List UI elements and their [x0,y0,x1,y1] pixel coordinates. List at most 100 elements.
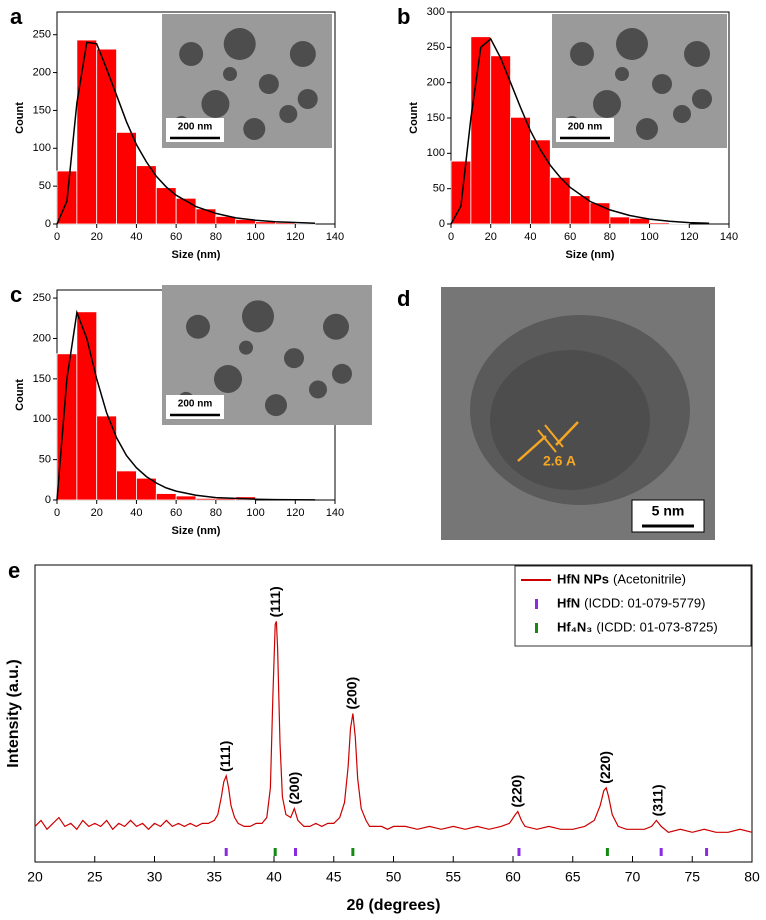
y-tick-label: 50 [39,454,51,466]
particle [179,42,204,66]
y-tick-label: 250 [33,292,51,304]
y-tick-label: 150 [427,112,445,124]
y-tick-label: 200 [427,77,445,89]
particle [239,340,253,355]
peak-label: (220) [508,775,524,808]
x-axis-label: Size (nm) [566,249,615,261]
fit-curve [56,309,316,501]
bar [175,495,197,501]
x-tick-label: 80 [210,231,222,243]
particle [616,28,648,60]
x-tick-label: 20 [27,869,43,885]
legend-box [514,565,752,647]
bar [136,477,157,501]
y-tick-label: 150 [33,104,51,116]
x-tick-label: 40 [130,507,142,519]
y-tick-label: 200 [33,66,51,78]
x-tick-label: 65 [565,869,581,885]
bar [116,470,137,501]
x-tick-label: 60 [170,231,182,243]
bar [96,48,117,225]
x-tick-label: 140 [326,507,344,519]
legend-label: HfN [557,595,580,610]
y-tick-label: 250 [427,41,445,53]
bar [155,493,177,501]
x-tick-label: 70 [625,869,641,885]
particle [201,90,230,118]
x-tick-label: 40 [130,231,142,243]
y-tick-label: 50 [433,183,445,195]
x-tick-label: 140 [720,231,738,243]
panel-letter: b [397,4,410,29]
lattice-label: 2.6 A [543,453,576,469]
x-tick-label: 0 [54,507,60,519]
particle [673,105,691,123]
x-tick-label: 120 [286,231,304,243]
x-tick-label: 60 [564,231,576,243]
peak-label: (200) [344,677,360,710]
x-tick-label: 100 [640,231,658,243]
particle [636,118,658,140]
legend-detail: (Acetonitrile) [613,571,686,586]
x-tick-label: 40 [524,231,536,243]
bar [116,131,137,225]
reference-tick [605,848,609,856]
bar [450,160,472,225]
bar [530,139,551,225]
y-tick-label: 250 [33,29,51,41]
fit-curve [56,41,316,225]
y-tick-label: 300 [427,6,445,18]
particle [332,363,352,384]
y-tick-label: 0 [439,218,445,230]
x-tick-label: 25 [87,869,103,885]
x-axis-label: 2θ (degrees) [346,897,440,914]
particle [186,314,210,339]
y-tick-label: 0 [45,218,51,230]
peak-label: (111) [267,586,283,617]
xrd-pattern [34,621,753,833]
bar [76,39,98,225]
x-tick-label: 30 [147,869,163,885]
bar [175,197,197,225]
scale-bar-label: 200 nm [568,122,603,133]
x-tick-label: 20 [91,231,103,243]
y-tick-label: 100 [427,147,445,159]
x-tick-label: 35 [206,869,222,885]
scale-bar-label: 5 nm [652,503,685,519]
bar [669,222,690,225]
x-axis-label: Size (nm) [172,525,221,537]
bar [470,36,492,225]
particle [684,41,710,67]
x-tick-label: 100 [246,507,264,519]
particle [309,380,327,399]
y-axis-label: Count [14,102,26,134]
bar [490,55,511,225]
legend-detail: (ICDD: 01-073-8725) [596,619,717,634]
peak-label: (200) [286,772,302,805]
x-tick-label: 120 [680,231,698,243]
x-axis-label: Size (nm) [172,249,221,261]
scale-bar-label: 200 nm [178,122,213,133]
lattice-fringe [544,424,564,448]
y-tick-label: 150 [33,373,51,385]
panel-letter: c [10,282,22,307]
peak-label: (111) [217,741,233,772]
bar [629,217,650,225]
lattice-arrow [517,435,547,462]
scale-bar-label: 200 nm [178,399,213,410]
reference-tick [351,848,355,856]
particle [570,42,594,66]
legend-label: HfN NPs [557,571,609,586]
particle [692,89,712,109]
x-tick-label: 45 [326,869,342,885]
particle [323,313,349,340]
lattice-fringe [537,429,557,453]
particle [242,300,274,333]
y-axis-label: Count [408,102,420,134]
particle [652,74,672,94]
lattice-arrow [555,421,579,446]
peak-label: (311) [649,784,665,816]
bar [96,415,117,501]
particle [243,118,266,140]
